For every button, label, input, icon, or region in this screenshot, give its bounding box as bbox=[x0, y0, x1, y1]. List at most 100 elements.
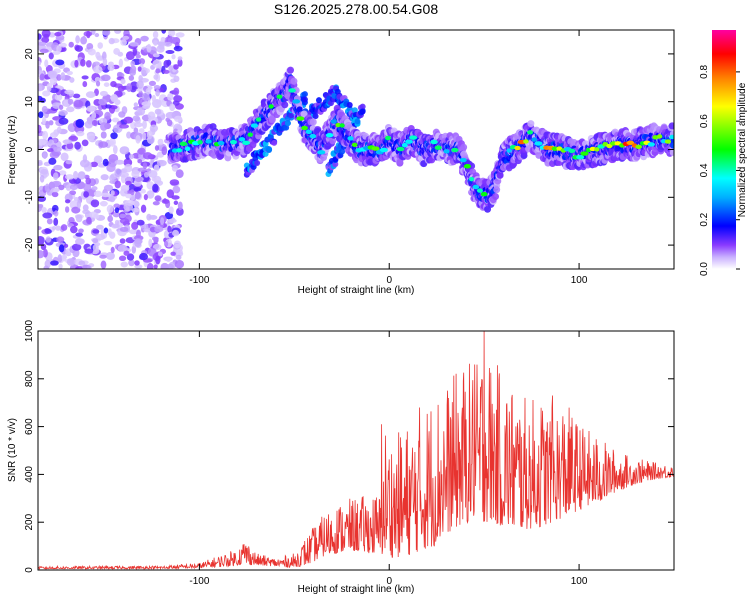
heatmap-peak bbox=[576, 155, 585, 160]
heatmap-cell bbox=[93, 190, 103, 198]
heatmap-cell bbox=[146, 190, 155, 199]
heatmap-cell bbox=[76, 130, 85, 137]
heatmap-peak bbox=[469, 176, 475, 182]
heatmap-cell bbox=[105, 251, 115, 260]
heatmap-cell bbox=[74, 141, 81, 150]
heatmap-cell bbox=[143, 193, 148, 201]
heatmap-cell bbox=[81, 264, 91, 269]
heatmap-cell bbox=[100, 131, 107, 139]
heatmap-peak bbox=[527, 130, 534, 135]
heatmap-cell bbox=[138, 58, 146, 65]
heatmap-cell bbox=[268, 116, 276, 124]
heatmap-cell bbox=[155, 89, 160, 97]
heatmap-cell bbox=[91, 186, 98, 191]
heatmap-cell bbox=[254, 160, 261, 167]
y-tick-label: 20 bbox=[24, 48, 35, 60]
heatmap-cell bbox=[301, 91, 308, 98]
heatmap-cell bbox=[152, 201, 160, 206]
chart-title: S126.2025.278.00.54.G08 bbox=[274, 1, 438, 17]
heatmap-cell bbox=[73, 99, 84, 108]
heatmap-cell bbox=[103, 241, 113, 246]
heatmap-cell bbox=[56, 45, 62, 53]
heatmap-cell bbox=[54, 93, 63, 101]
heatmap-cell bbox=[271, 139, 278, 146]
heatmap-cell bbox=[154, 145, 160, 151]
heatmap-cell bbox=[151, 94, 156, 103]
heatmap-cell bbox=[65, 159, 73, 165]
heatmap-peak bbox=[656, 134, 663, 139]
heatmap-cell bbox=[114, 30, 122, 34]
heatmap-cell bbox=[110, 246, 115, 254]
colorbar-ticks: 0.0 0.2 0.4 0.6 0.8 bbox=[699, 64, 740, 276]
heatmap-cell bbox=[396, 158, 404, 166]
heatmap-cell bbox=[173, 200, 179, 206]
heatmap-cell bbox=[114, 180, 121, 189]
colorbar bbox=[712, 30, 736, 269]
heatmap-cell bbox=[38, 124, 42, 134]
heatmap-cell bbox=[42, 152, 47, 159]
heatmap-peak bbox=[534, 141, 543, 146]
heatmap-peak bbox=[255, 117, 262, 122]
heatmap-cell bbox=[64, 89, 74, 95]
heatmap-cell bbox=[167, 93, 174, 101]
heatmap-cell bbox=[168, 30, 176, 37]
heatmap-peak bbox=[514, 145, 521, 151]
heatmap-peak bbox=[339, 123, 345, 128]
heatmap-peak bbox=[184, 146, 191, 151]
heatmap-cell bbox=[39, 48, 49, 54]
heatmap-cell bbox=[97, 42, 104, 49]
heatmap-cell bbox=[166, 189, 175, 199]
heatmap-cell bbox=[157, 41, 167, 46]
heatmap-peak bbox=[459, 157, 467, 163]
heatmap-cell bbox=[152, 243, 162, 251]
heatmap-cell bbox=[104, 111, 111, 121]
heatmap-cell bbox=[98, 98, 108, 106]
heatmap-cell bbox=[130, 60, 136, 67]
heatmap-cell bbox=[114, 168, 122, 178]
heatmap-cell bbox=[153, 164, 160, 172]
heatmap-cell bbox=[288, 112, 295, 119]
heatmap-cell bbox=[174, 259, 185, 269]
heatmap-cell bbox=[86, 30, 91, 39]
heatmap-cell bbox=[80, 58, 86, 67]
heatmap-cell bbox=[57, 254, 63, 263]
heatmap-cell bbox=[126, 253, 135, 261]
heatmap-cell bbox=[132, 115, 141, 122]
heatmap-cell bbox=[69, 77, 75, 83]
heatmap-peak bbox=[335, 122, 341, 128]
heatmap-cell bbox=[69, 190, 77, 196]
y-tick-label: -10 bbox=[24, 190, 35, 205]
heatmap-cell bbox=[166, 119, 173, 127]
colorbar-tick-label: 0.8 bbox=[699, 64, 710, 78]
heatmap-cell bbox=[73, 196, 79, 202]
heatmap-cell bbox=[151, 236, 159, 241]
heatmap-cell bbox=[52, 172, 59, 181]
heatmap-cell bbox=[60, 224, 68, 231]
heatmap-peak bbox=[296, 116, 305, 121]
heatmap-cell bbox=[64, 174, 75, 180]
heatmap-cell bbox=[126, 83, 132, 92]
heatmap-cell bbox=[287, 66, 295, 74]
heatmap-cell bbox=[64, 206, 70, 213]
heatmap-cell bbox=[156, 159, 167, 167]
heatmap-cell bbox=[135, 134, 141, 144]
heatmap-cell bbox=[668, 122, 674, 130]
heatmap-cell bbox=[155, 99, 162, 104]
heatmap-cell bbox=[116, 71, 123, 77]
heatmap-cell bbox=[86, 216, 92, 225]
heatmap-cell bbox=[141, 101, 152, 107]
heatmap-cell bbox=[152, 30, 159, 39]
heatmap-cell bbox=[131, 221, 139, 230]
heatmap-cell bbox=[82, 80, 88, 88]
heatmap-cell bbox=[101, 74, 111, 82]
heatmap-cell bbox=[83, 182, 92, 192]
heatmap-cell bbox=[90, 161, 98, 168]
heatmap-cell bbox=[120, 39, 127, 46]
heatmap-cell bbox=[138, 75, 143, 82]
heatmap-cell bbox=[146, 262, 154, 269]
heatmap-cell bbox=[112, 223, 120, 229]
heatmap-cell bbox=[173, 87, 180, 96]
heatmap-cell bbox=[95, 51, 101, 59]
x-tick-label: 0 bbox=[386, 576, 392, 587]
colorbar-tick-label: 0.6 bbox=[699, 114, 710, 128]
